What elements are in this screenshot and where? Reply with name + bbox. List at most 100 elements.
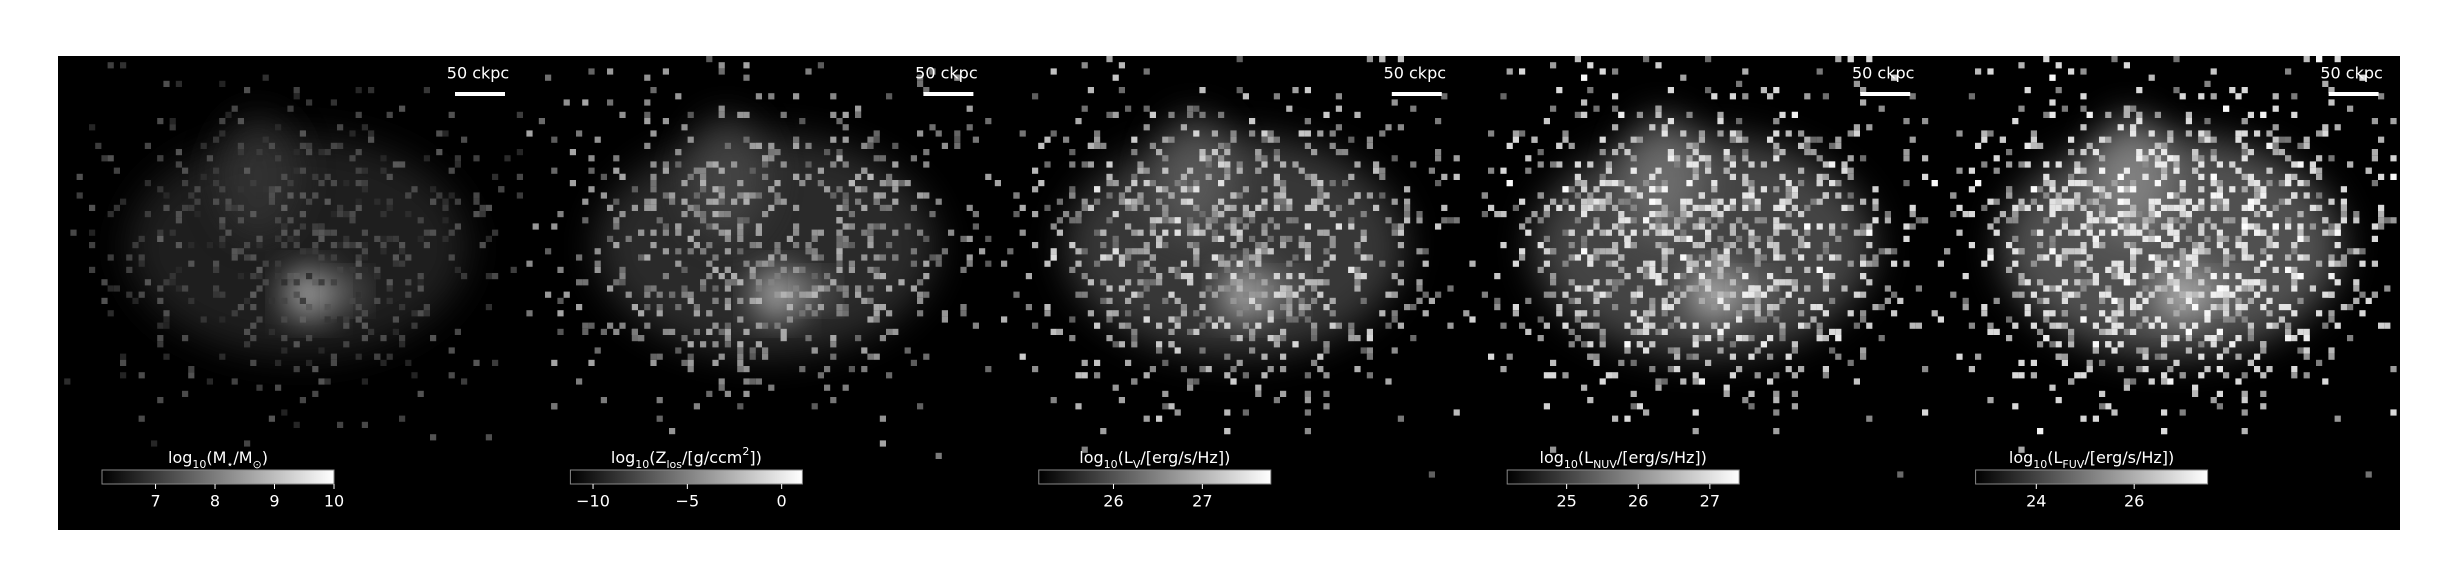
pixel xyxy=(2030,186,2037,193)
pixel xyxy=(1835,328,1842,335)
pixel xyxy=(1481,192,1488,199)
pixel xyxy=(817,254,824,261)
pixel xyxy=(1348,266,1355,273)
pixel xyxy=(1255,149,1262,156)
pixel xyxy=(256,149,263,156)
pixel xyxy=(2043,111,2050,118)
pixel xyxy=(355,304,362,311)
pixel xyxy=(293,421,300,428)
pixel xyxy=(318,279,325,286)
pixel xyxy=(1661,378,1668,385)
pixel xyxy=(120,353,127,360)
pixel xyxy=(1335,204,1342,211)
pixel xyxy=(510,266,517,273)
pixel xyxy=(712,223,719,230)
pixel xyxy=(2198,204,2205,211)
pixel xyxy=(749,192,756,199)
pixel xyxy=(1903,180,1910,187)
pixel xyxy=(2043,180,2050,187)
pixel xyxy=(1242,304,1249,311)
pixel xyxy=(1550,372,1557,379)
pixel xyxy=(2173,161,2180,168)
colorbar-tick-label: 0 xyxy=(777,492,787,511)
pixel xyxy=(1323,347,1330,354)
pixel xyxy=(1249,347,1256,354)
pixel xyxy=(1686,260,1693,267)
pixel xyxy=(1630,297,1637,304)
pixel xyxy=(2223,297,2230,304)
pixel xyxy=(1106,297,1113,304)
pixel xyxy=(169,118,176,125)
pixel xyxy=(1218,260,1225,267)
pixel xyxy=(1230,335,1237,342)
pixel xyxy=(917,74,924,81)
pixel xyxy=(1001,260,1008,267)
pixel xyxy=(355,316,362,323)
pixel xyxy=(1742,304,1749,311)
pixel xyxy=(2148,198,2155,205)
pixel xyxy=(2099,359,2106,366)
pixel xyxy=(2328,273,2335,280)
pixel xyxy=(1791,186,1798,193)
pixel xyxy=(1847,192,1854,199)
pixel xyxy=(1255,248,1262,255)
pixel xyxy=(557,310,564,317)
pixel xyxy=(1593,322,1600,329)
pixel xyxy=(1618,223,1625,230)
pixel xyxy=(1094,372,1101,379)
pixel xyxy=(157,186,164,193)
pixel xyxy=(687,136,694,143)
pixel xyxy=(1674,353,1681,360)
pixel xyxy=(1391,155,1398,162)
pixel xyxy=(848,260,855,267)
pixel xyxy=(1729,161,1736,168)
colorbar-label-part: 10 xyxy=(1564,458,1578,471)
pixel xyxy=(2285,173,2292,180)
pixel xyxy=(1816,223,1823,230)
pixel xyxy=(1156,347,1163,354)
pixel xyxy=(1224,223,1231,230)
pixel xyxy=(1937,260,1944,267)
pixel xyxy=(1667,118,1674,125)
pixel xyxy=(1568,328,1575,335)
pixel xyxy=(2359,260,2366,267)
colorbar-tick-label: 27 xyxy=(1700,492,1720,511)
pixel xyxy=(1323,229,1330,236)
pixel xyxy=(2291,335,2298,342)
pixel xyxy=(1773,409,1780,416)
pixel xyxy=(966,124,973,131)
pixel xyxy=(89,242,96,249)
pixel xyxy=(1630,192,1637,199)
pixel xyxy=(1872,186,1879,193)
pixel xyxy=(619,111,626,118)
pixel xyxy=(1162,204,1169,211)
pixel xyxy=(1692,335,1699,342)
pixel xyxy=(1366,142,1373,149)
pixel xyxy=(2136,149,2143,156)
pixel xyxy=(2167,297,2174,304)
pixel xyxy=(392,254,399,261)
pixel xyxy=(1767,335,1774,342)
pixel xyxy=(1329,322,1336,329)
pixel xyxy=(1667,211,1674,218)
pixel xyxy=(1143,180,1150,187)
pixel xyxy=(1624,273,1631,280)
pixel xyxy=(1218,142,1225,149)
pixel xyxy=(1249,211,1256,218)
pixel xyxy=(749,353,756,360)
pixel xyxy=(2148,254,2155,261)
pixel xyxy=(830,397,837,404)
pixel xyxy=(1149,142,1156,149)
pixel xyxy=(848,242,855,249)
colorbar-label-part: /[erg/s/Hz]) xyxy=(1617,448,1707,467)
pixel xyxy=(1729,353,1736,360)
pixel xyxy=(1422,260,1429,267)
pixel xyxy=(1773,118,1780,125)
pixel xyxy=(1587,260,1594,267)
pixel xyxy=(1218,161,1225,168)
pixel xyxy=(1435,149,1442,156)
pixel xyxy=(755,297,762,304)
pixel xyxy=(607,322,614,329)
pixel xyxy=(1329,142,1336,149)
